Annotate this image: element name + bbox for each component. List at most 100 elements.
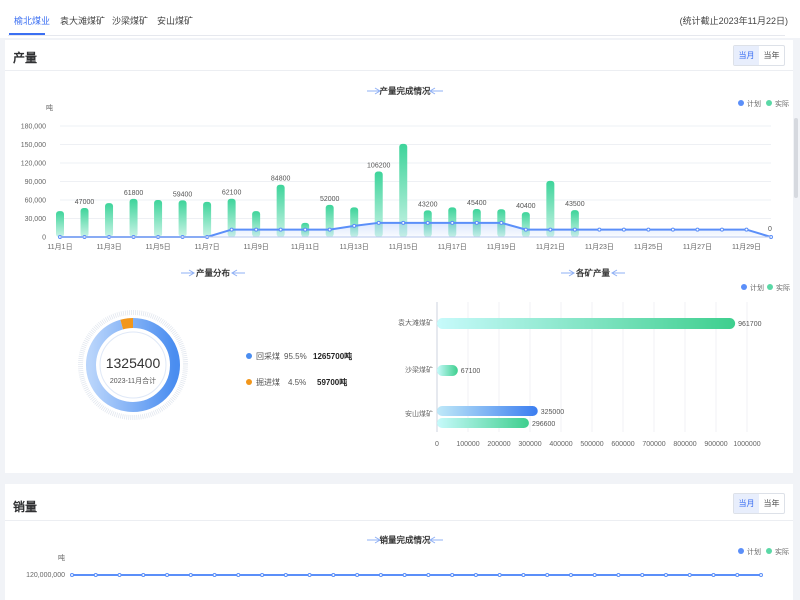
sales-plan-point[interactable] — [663, 573, 668, 577]
sales-plan-point[interactable] — [426, 573, 431, 577]
sales-plan-point[interactable] — [236, 573, 241, 577]
production-year-button[interactable]: 当年 — [763, 51, 780, 60]
production-bar[interactable] — [227, 198, 236, 237]
sales-plan-point[interactable] — [497, 573, 502, 577]
sales-plan-point[interactable] — [117, 573, 122, 577]
sales-plan-point[interactable] — [687, 573, 692, 577]
donut-tick — [97, 403, 102, 408]
production-bar[interactable] — [276, 184, 285, 237]
donut-slice[interactable] — [86, 318, 180, 412]
plan-point[interactable] — [572, 227, 577, 232]
x-tick-label: 11月5日 — [145, 243, 170, 251]
sales-plan-point[interactable] — [759, 573, 763, 577]
tab-yuandatan[interactable]: 袁大滩煤矿 — [60, 16, 106, 26]
sales-plan-point[interactable] — [212, 573, 217, 577]
donut-tick — [78, 371, 84, 374]
production-bar[interactable] — [154, 200, 163, 237]
plan-point[interactable] — [401, 220, 406, 225]
tab-anshan[interactable]: 安山煤矿 — [157, 16, 194, 26]
sales-plan-point[interactable] — [70, 573, 74, 577]
production-bar[interactable] — [546, 180, 555, 237]
plan-point[interactable] — [523, 227, 528, 232]
production-bar[interactable] — [56, 211, 64, 237]
sales-plan-point[interactable] — [141, 573, 146, 577]
plan-point[interactable] — [254, 227, 259, 232]
production-bar[interactable] — [105, 203, 114, 237]
plan-point[interactable] — [695, 227, 700, 232]
plan-point[interactable] — [597, 227, 602, 232]
plan-point[interactable] — [278, 227, 283, 232]
production-title: 产量 — [13, 51, 38, 65]
sales-plan-point[interactable] — [402, 573, 407, 577]
sales-year-button[interactable]: 当年 — [763, 499, 780, 508]
sales-plan-point[interactable] — [307, 573, 312, 577]
plan-point[interactable] — [499, 220, 504, 225]
x-tick-label: 11月15日 — [389, 243, 418, 251]
sales-plan-point[interactable] — [450, 573, 455, 577]
plan-point[interactable] — [646, 227, 651, 232]
sales-plan-point[interactable] — [260, 573, 265, 577]
donut-tick — [175, 335, 180, 339]
sales-plan-point[interactable] — [521, 573, 526, 577]
x-tick-label: 11月29日 — [732, 243, 761, 251]
plan-point[interactable] — [327, 227, 332, 232]
mine-arrow-left-icon — [561, 269, 575, 277]
donut-tick — [146, 312, 149, 318]
plan-point[interactable] — [450, 220, 455, 225]
sales-plan-point[interactable] — [568, 573, 573, 577]
plan-point[interactable] — [425, 220, 430, 225]
plan-point[interactable] — [303, 227, 308, 232]
dist-arrow-right-icon — [231, 269, 245, 277]
production-month-button[interactable]: 当月 — [734, 46, 759, 65]
tab-shaliang[interactable]: 沙梁煤矿 — [112, 16, 149, 26]
donut-tick — [180, 379, 186, 383]
mine-plan-value: 325000 — [541, 409, 564, 416]
plan-point[interactable] — [719, 227, 724, 232]
sales-plan-point[interactable] — [711, 573, 716, 577]
plan-point[interactable] — [376, 220, 381, 225]
plan-point[interactable] — [352, 223, 357, 228]
sales-plan-point[interactable] — [355, 573, 360, 577]
plan-point[interactable] — [670, 227, 675, 232]
tab-yubei[interactable]: 榆北煤业 — [14, 16, 51, 26]
sales-plan-point[interactable] — [93, 573, 98, 577]
plan-point[interactable] — [229, 227, 234, 232]
plan-point[interactable] — [548, 227, 553, 232]
mine-plan-bar[interactable] — [437, 406, 538, 416]
sales-plan-point[interactable] — [640, 573, 645, 577]
sales-plan-point[interactable] — [545, 573, 550, 577]
donut-tick — [89, 330, 94, 335]
sales-month-button[interactable]: 当月 — [734, 494, 759, 513]
sales-plan-point[interactable] — [188, 573, 193, 577]
mine-actual-bar[interactable] — [437, 365, 458, 376]
sales-plan-point[interactable] — [331, 573, 336, 577]
sales-plan-point[interactable] — [378, 573, 383, 577]
production-bar[interactable] — [399, 143, 408, 237]
page-scrollbar[interactable] — [794, 118, 798, 198]
production-bar[interactable] — [374, 171, 383, 237]
sales-plan-line — [70, 573, 763, 577]
production-bar[interactable] — [129, 198, 138, 237]
production-bar[interactable] — [178, 200, 187, 237]
sales-plan-point[interactable] — [616, 573, 621, 577]
production-bar-chart: 0 30,000 60,000 90,000 120,000 150,000 180,000… — [21, 124, 773, 251]
mine-actual-bar[interactable] — [437, 318, 736, 329]
sales-plan-point[interactable] — [473, 573, 478, 577]
sales-plan-point[interactable] — [165, 573, 170, 577]
production-bar[interactable] — [80, 208, 89, 237]
donut-tick — [86, 391, 92, 395]
donut-total-caption: 2023-11月合计 — [110, 376, 156, 385]
sales-plan-point[interactable] — [283, 573, 288, 577]
mine-actual-bar[interactable] — [437, 418, 529, 428]
plan-point[interactable] — [621, 227, 626, 232]
sales-plan-point[interactable] — [735, 573, 740, 577]
donut-tick — [181, 376, 187, 378]
production-bar[interactable] — [203, 201, 212, 237]
plan-point[interactable] — [744, 227, 749, 232]
donut-tick — [100, 405, 105, 411]
donut-tick — [180, 346, 186, 350]
donut-tick — [161, 320, 166, 325]
plan-point[interactable] — [474, 220, 479, 225]
donut-tick — [150, 313, 153, 319]
sales-plan-point[interactable] — [592, 573, 597, 577]
